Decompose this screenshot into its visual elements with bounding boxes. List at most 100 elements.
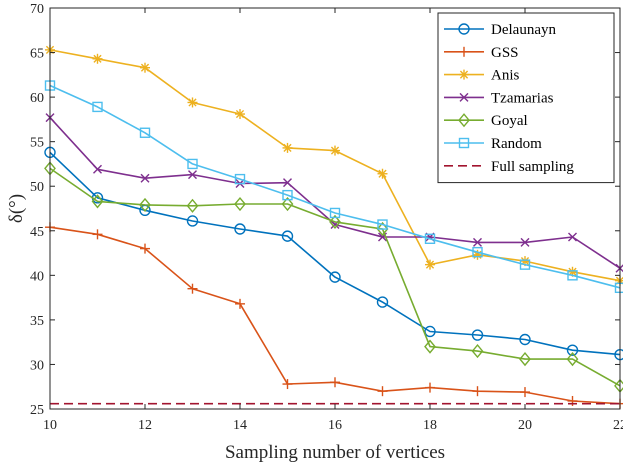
data-point-anis xyxy=(330,145,340,156)
data-point-goyal xyxy=(471,343,484,359)
data-point-tzamarias xyxy=(568,232,577,242)
data-point-random xyxy=(329,207,341,219)
y-tick-label: 55 xyxy=(30,136,44,151)
data-point-gss xyxy=(282,379,293,390)
data-point-tzamarias xyxy=(93,164,102,174)
legend-label-goyal: Goyal xyxy=(491,113,528,129)
x-axis-label: Sampling number of vertices xyxy=(225,442,445,463)
data-point-random xyxy=(519,259,531,270)
series-goyal xyxy=(44,161,623,393)
y-tick-label: 45 xyxy=(30,225,44,240)
data-point-anis xyxy=(187,97,198,108)
legend-marker-random xyxy=(458,137,470,149)
data-point-delaunayn xyxy=(234,223,246,235)
legend-entry-tzamarias: Tzamarias xyxy=(444,90,554,106)
legend-label-anis: Anis xyxy=(491,68,520,84)
legend-entry-full-sampling: Full sampling xyxy=(444,159,574,175)
y-axis-label: δ(°) xyxy=(6,194,27,223)
data-point-goyal xyxy=(91,194,104,209)
data-point-delaunayn xyxy=(519,333,531,346)
data-point-gss xyxy=(330,377,340,388)
data-point-goyal xyxy=(519,352,531,367)
series-line-random xyxy=(49,84,621,289)
legend-entry-delaunayn: Delaunayn xyxy=(444,22,556,38)
y-tick-label: 70 xyxy=(30,2,44,17)
y-tick-label: 60 xyxy=(30,91,44,106)
data-point-tzamarias xyxy=(188,170,197,180)
data-point-tzamarias xyxy=(520,237,530,247)
data-point-delaunayn xyxy=(376,296,389,308)
data-point-anis xyxy=(235,109,245,120)
y-tick-label: 40 xyxy=(30,269,44,284)
x-tick-label: 20 xyxy=(518,418,532,433)
data-point-gss xyxy=(520,387,530,398)
y-tick-label: 25 xyxy=(30,403,44,418)
legend-marker-delaunayn xyxy=(458,23,470,35)
data-point-anis xyxy=(140,62,150,73)
legend-label-full-sampling: Full sampling xyxy=(491,159,574,175)
x-tick-label: 14 xyxy=(233,418,247,433)
y-tick-label: 50 xyxy=(30,180,44,195)
legend: Delaunayn GSS Anis Tzamarias Goyal Random Full… xyxy=(437,12,615,184)
legend-marker-tzamarias xyxy=(459,92,469,102)
legend-label-tzamarias: Tzamarias xyxy=(491,90,554,106)
data-point-random xyxy=(234,173,246,185)
y-tick-label: 65 xyxy=(30,47,44,62)
data-point-delaunayn xyxy=(281,230,294,242)
data-point-random xyxy=(187,158,198,170)
data-point-gss xyxy=(140,243,150,254)
x-tick-label: 16 xyxy=(328,418,342,433)
data-point-goyal xyxy=(566,352,579,367)
data-point-gss xyxy=(92,229,103,240)
legend-label-gss: GSS xyxy=(491,45,519,61)
data-point-random xyxy=(567,270,578,281)
data-point-random xyxy=(139,127,151,138)
x-tick-label: 22 xyxy=(613,418,623,433)
data-point-gss xyxy=(472,386,483,397)
data-point-goyal xyxy=(424,339,436,354)
legend-label-delaunayn: Delaunayn xyxy=(491,22,556,38)
legend-entry-anis: Anis xyxy=(444,68,520,84)
legend-marker-gss xyxy=(459,46,469,57)
series-random xyxy=(44,80,623,294)
legend-entry-gss: GSS xyxy=(444,45,519,61)
x-tick-label: 12 xyxy=(138,418,152,433)
data-point-gss xyxy=(187,283,198,294)
data-point-goyal xyxy=(234,196,246,212)
x-tick-label: 10 xyxy=(43,418,57,433)
axes-layer: 10 12 14 16 18 20 22 25 30 35 40 45 50 55 60 65 70 Sampli… xyxy=(6,2,623,463)
data-point-gss xyxy=(235,298,245,309)
data-point-random xyxy=(377,219,388,230)
data-point-goyal xyxy=(376,221,389,237)
data-point-goyal xyxy=(186,198,199,213)
y-tick-label: 30 xyxy=(30,358,44,373)
data-point-anis xyxy=(425,259,435,270)
data-point-delaunayn xyxy=(424,325,436,338)
legend-marker-goyal xyxy=(458,113,470,128)
data-point-delaunayn xyxy=(566,344,579,356)
y-tick-label: 35 xyxy=(30,314,44,329)
data-point-delaunayn xyxy=(471,329,484,341)
data-point-random xyxy=(472,246,483,258)
data-point-random xyxy=(92,101,103,113)
data-point-delaunayn xyxy=(329,271,341,283)
data-point-goyal xyxy=(329,214,341,229)
data-point-tzamarias xyxy=(473,237,482,247)
data-point-random xyxy=(282,189,293,201)
legend-marker-anis xyxy=(459,69,469,80)
data-point-tzamarias xyxy=(283,178,292,188)
data-point-anis xyxy=(92,53,103,64)
data-point-random xyxy=(424,233,436,244)
data-point-anis xyxy=(377,168,388,179)
series-line-goyal xyxy=(49,167,621,387)
legend-entry-goyal: Goyal xyxy=(444,113,528,129)
data-point-gss xyxy=(425,382,435,393)
legend-entry-random: Random xyxy=(444,136,542,152)
data-point-delaunayn xyxy=(186,215,199,227)
x-tick-label: 18 xyxy=(423,418,437,433)
legend-label-random: Random xyxy=(491,136,542,152)
data-point-gss xyxy=(377,386,388,397)
data-point-anis xyxy=(282,142,293,153)
data-point-tzamarias xyxy=(140,173,150,183)
